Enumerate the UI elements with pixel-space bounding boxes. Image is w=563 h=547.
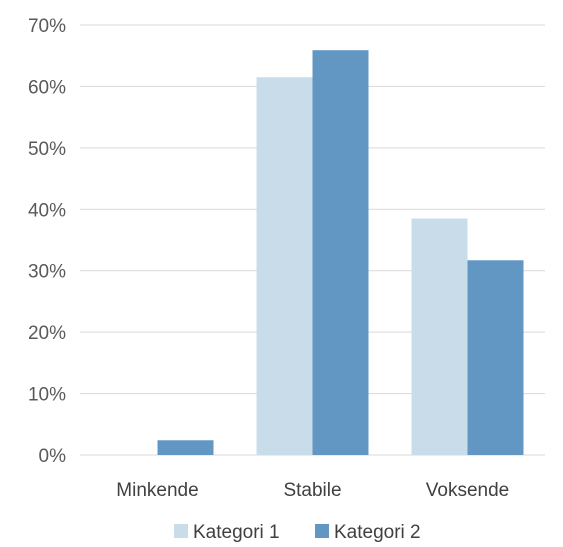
bar-stabile-series-1 (256, 77, 313, 455)
y-tick-label: 50% (28, 139, 66, 160)
x-category-label: Minkende (116, 480, 198, 501)
y-tick-label: 10% (28, 385, 66, 406)
y-tick-label: 70% (28, 16, 66, 37)
legend-label: Kategori 1 (193, 522, 280, 543)
legend-swatch (174, 524, 188, 538)
legend-label: Kategori 2 (334, 522, 421, 543)
bar-voksende-series-1 (411, 218, 468, 455)
bar-minkende-series-2 (157, 440, 214, 455)
y-tick-label: 40% (28, 200, 66, 221)
legend: Kategori 1 Kategori 2 (174, 522, 421, 543)
bars (157, 50, 524, 455)
y-tick-label: 20% (28, 323, 66, 344)
y-tick-label: 30% (28, 262, 66, 283)
bar-stabile-series-2 (312, 50, 369, 455)
y-tick-label: 60% (28, 77, 66, 98)
y-tick-label: 0% (39, 446, 67, 467)
y-axis-tick-labels: 0% 10% 20% 30% 40% 50% 60% 70% (28, 16, 66, 467)
bar-voksende-series-2 (467, 260, 524, 455)
legend-swatch (315, 524, 329, 538)
x-category-label: Stabile (283, 480, 341, 501)
x-axis-category-labels: Minkende Stabile Voksende (116, 480, 509, 501)
x-category-label: Voksende (426, 480, 509, 501)
